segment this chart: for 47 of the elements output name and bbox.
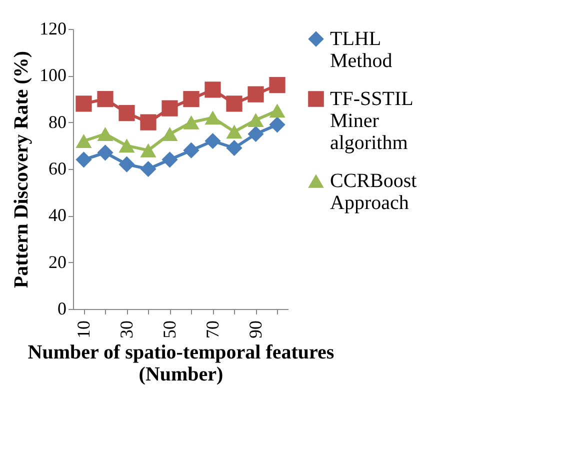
point	[183, 115, 200, 130]
point	[248, 113, 264, 127]
point	[118, 156, 135, 172]
point	[269, 116, 286, 133]
point	[204, 132, 221, 150]
point	[97, 90, 114, 108]
y-tick-label: 120	[40, 18, 66, 38]
point	[76, 96, 92, 112]
point	[118, 138, 135, 153]
y-tick-label: 60	[48, 158, 66, 178]
point	[162, 100, 178, 116]
point	[140, 114, 156, 130]
point	[269, 104, 286, 118]
y-axis-title: Pattern Discovery Rate (%)	[10, 50, 32, 288]
point	[204, 110, 221, 125]
y-tick-label: 100	[40, 65, 66, 86]
point	[118, 104, 135, 122]
legend-label: TF-SSTIL Miner algorithm	[330, 88, 414, 154]
point	[76, 152, 92, 168]
point	[183, 142, 200, 158]
x-axis-title: Number of spatio-temporal features (Number)	[28, 342, 334, 386]
y-tick-label: 20	[48, 252, 66, 272]
point	[204, 82, 221, 98]
point	[97, 127, 114, 141]
x-tick-label: 30	[116, 320, 136, 338]
point	[248, 126, 264, 142]
x-tick-label: 10	[73, 320, 94, 338]
y-tick-label: 40	[48, 205, 66, 226]
point	[248, 86, 264, 102]
x-tick-label: 70	[202, 320, 222, 338]
point	[162, 127, 178, 141]
y-tick-label: 80	[48, 112, 66, 132]
legend-label: CCRBoost Approach	[330, 170, 418, 214]
point	[226, 140, 242, 156]
x-tick-label: 90	[245, 320, 266, 338]
point	[269, 76, 286, 94]
point	[140, 160, 156, 178]
y-tick-label: 0	[58, 298, 66, 318]
legend-label: TLHL Method	[330, 28, 392, 72]
point	[97, 144, 114, 161]
point	[226, 124, 242, 139]
point	[226, 96, 242, 112]
point	[140, 143, 156, 158]
point	[162, 152, 178, 168]
point	[183, 90, 200, 108]
x-tick-label: 50	[159, 320, 180, 338]
point	[76, 134, 92, 148]
